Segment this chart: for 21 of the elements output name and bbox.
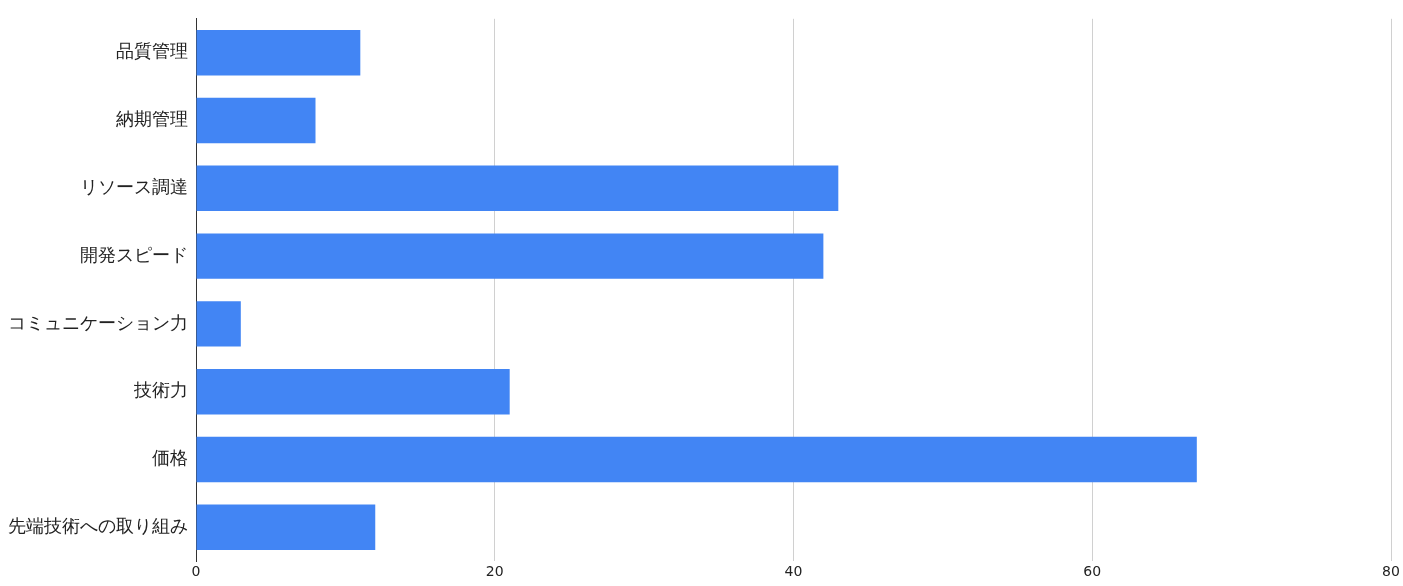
bar	[196, 368, 510, 415]
y-tick-label: 価格	[152, 447, 188, 469]
y-tick-label: 技術力	[133, 379, 188, 401]
x-tick-label: 40	[784, 563, 803, 580]
y-tick-label: 開発スピード	[80, 243, 188, 265]
bar	[196, 436, 1197, 483]
y-tick-label: リソース調達	[80, 175, 188, 197]
y-tick-label: 品質管理	[116, 40, 188, 62]
x-tick-label: 0	[191, 563, 201, 580]
y-tick-label: コミュニケーション力	[8, 311, 188, 333]
x-tick-label: 20	[485, 563, 504, 580]
bar	[196, 97, 316, 144]
bar	[196, 233, 824, 279]
y-tick-label: 先端技術への取り組み	[8, 514, 188, 536]
bar	[196, 165, 839, 212]
x-tick-label: 60	[1083, 563, 1102, 580]
bar	[196, 301, 241, 347]
bar	[196, 29, 361, 76]
x-tick-label: 80	[1382, 563, 1400, 580]
y-tick-label: 納期管理	[116, 108, 188, 130]
bar	[196, 504, 376, 551]
